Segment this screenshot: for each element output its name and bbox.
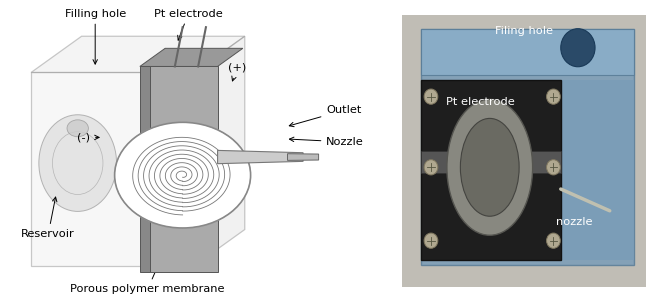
Text: Filing hole: Filing hole — [495, 26, 553, 37]
Circle shape — [424, 233, 438, 248]
Polygon shape — [140, 48, 243, 66]
Polygon shape — [421, 151, 561, 173]
Polygon shape — [421, 29, 634, 75]
Text: Porous polymer membrane: Porous polymer membrane — [71, 253, 225, 294]
Polygon shape — [402, 15, 646, 287]
Polygon shape — [140, 66, 150, 272]
Polygon shape — [421, 80, 561, 260]
Polygon shape — [287, 154, 319, 160]
Circle shape — [547, 233, 560, 248]
Polygon shape — [195, 36, 245, 266]
Text: Pt electrode: Pt electrode — [154, 8, 223, 40]
Ellipse shape — [460, 118, 519, 216]
Circle shape — [424, 89, 438, 104]
Circle shape — [115, 122, 251, 228]
Text: Outlet: Outlet — [289, 105, 362, 127]
Text: Reservoir: Reservoir — [22, 197, 75, 239]
Polygon shape — [421, 29, 634, 265]
Text: Nozzle: Nozzle — [289, 137, 364, 147]
Ellipse shape — [39, 115, 116, 211]
Polygon shape — [561, 80, 634, 260]
Circle shape — [561, 29, 595, 67]
Text: (+): (+) — [228, 63, 246, 81]
Polygon shape — [150, 66, 217, 272]
Text: (-): (-) — [77, 132, 99, 143]
Polygon shape — [217, 150, 303, 164]
Ellipse shape — [67, 120, 88, 137]
Polygon shape — [31, 36, 245, 72]
Text: Pt electrode: Pt electrode — [445, 97, 515, 107]
Ellipse shape — [447, 99, 533, 235]
Circle shape — [547, 160, 560, 175]
Polygon shape — [31, 72, 195, 266]
Circle shape — [424, 160, 438, 175]
Circle shape — [547, 89, 560, 104]
Text: nozzle: nozzle — [556, 217, 592, 227]
Text: Filling hole: Filling hole — [65, 8, 126, 64]
